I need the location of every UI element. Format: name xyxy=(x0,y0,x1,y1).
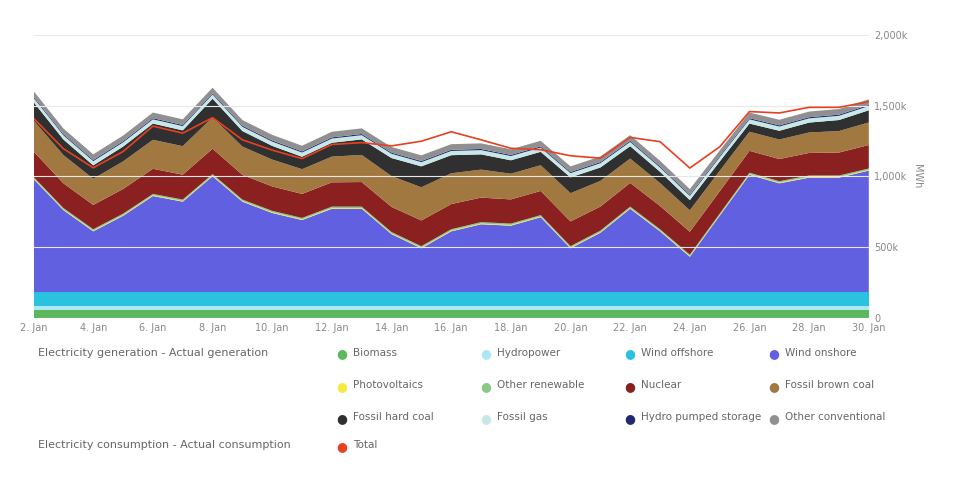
Text: ●: ● xyxy=(480,380,491,393)
Text: ●: ● xyxy=(768,348,779,360)
Text: Photovoltaics: Photovoltaics xyxy=(353,380,423,390)
Text: ●: ● xyxy=(336,348,347,360)
Text: Wind offshore: Wind offshore xyxy=(641,348,713,358)
Text: ●: ● xyxy=(624,380,635,393)
Text: ●: ● xyxy=(768,412,779,426)
Text: Other renewable: Other renewable xyxy=(497,380,585,390)
Text: ●: ● xyxy=(768,380,779,393)
Text: ●: ● xyxy=(336,440,347,453)
Text: ●: ● xyxy=(480,348,491,360)
Text: Hydro pumped storage: Hydro pumped storage xyxy=(641,412,761,422)
Text: Electricity generation - Actual generation: Electricity generation - Actual generati… xyxy=(38,348,269,358)
Text: Fossil hard coal: Fossil hard coal xyxy=(353,412,434,422)
Text: Nuclear: Nuclear xyxy=(641,380,682,390)
Text: Total: Total xyxy=(353,440,377,450)
Text: ●: ● xyxy=(480,412,491,426)
Text: ●: ● xyxy=(336,380,347,393)
Text: Fossil gas: Fossil gas xyxy=(497,412,548,422)
Text: Biomass: Biomass xyxy=(353,348,397,358)
Text: ●: ● xyxy=(336,412,347,426)
Text: ●: ● xyxy=(624,412,635,426)
Text: ●: ● xyxy=(624,348,635,360)
Y-axis label: MWh: MWh xyxy=(912,164,922,188)
Text: Hydropower: Hydropower xyxy=(497,348,561,358)
Text: Other conventional: Other conventional xyxy=(785,412,886,422)
Text: Wind onshore: Wind onshore xyxy=(785,348,856,358)
Text: Electricity consumption - Actual consumption: Electricity consumption - Actual consump… xyxy=(38,440,291,450)
Text: Fossil brown coal: Fossil brown coal xyxy=(785,380,875,390)
